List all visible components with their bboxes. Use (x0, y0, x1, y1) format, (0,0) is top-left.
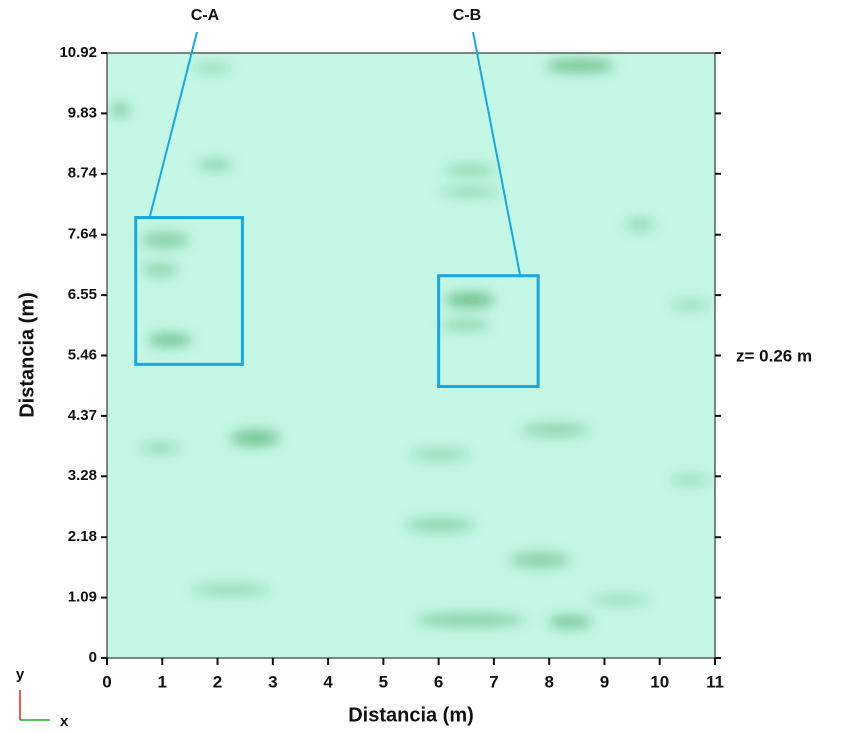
texture (110, 60, 710, 628)
y-tick-label: 4.37 (68, 407, 97, 424)
x-tick-label: 11 (706, 672, 724, 691)
annotation-box (437, 274, 540, 389)
side-label: z= 0.26 m (736, 346, 812, 365)
x-tick-label: 7 (489, 672, 498, 691)
annotation-label: C-A (191, 7, 220, 24)
annotation-leader (472, 31, 522, 276)
x-axis-label: Distancia (m) (348, 704, 474, 726)
plot-background (107, 53, 715, 658)
annotation-box (134, 216, 244, 366)
x-tick-label: 2 (213, 672, 222, 691)
x-tick-label: 6 (434, 672, 443, 691)
y-axis-label: Distancia (m) (16, 292, 38, 418)
y-tick-label: 3.28 (68, 467, 97, 484)
y-tick-label: 10.92 (59, 44, 97, 61)
y-tick-label: 6.55 (68, 286, 97, 303)
x-tick-label: 5 (379, 672, 388, 691)
y-tick-label: 8.74 (68, 165, 98, 182)
y-tick-label: 9.83 (68, 104, 97, 121)
annotation-leader (148, 31, 198, 218)
annotation-label: C-B (453, 7, 481, 24)
axis-indicator-x-label: x (60, 713, 69, 730)
y-tick-label: 1.09 (68, 589, 97, 606)
x-tick-label: 3 (268, 672, 277, 691)
y-tick-label: 0 (89, 649, 97, 666)
x-tick-label: 8 (544, 672, 553, 691)
x-tick-label: 0 (102, 672, 111, 691)
y-tick-label: 7.64 (68, 226, 98, 243)
x-tick-label: 9 (600, 672, 609, 691)
y-tick-label: 5.46 (68, 346, 97, 363)
x-tick-label: 1 (158, 672, 167, 691)
y-tick-label: 2.18 (68, 528, 97, 545)
x-tick-label: 10 (650, 672, 669, 691)
axis-indicator-y-label: y (16, 666, 25, 683)
x-tick-label: 4 (323, 672, 333, 691)
